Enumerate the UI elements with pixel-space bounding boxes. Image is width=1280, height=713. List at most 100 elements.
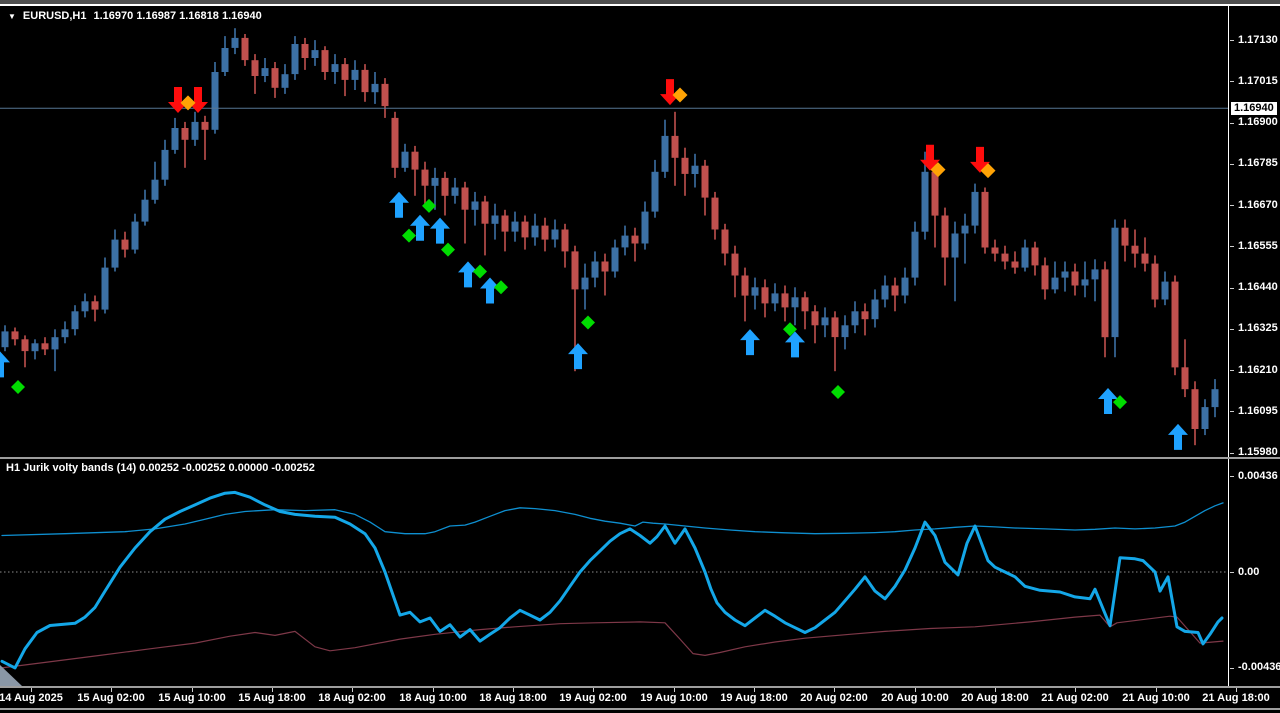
ohlc-values: 1.16970 1.16987 1.16818 1.16940 xyxy=(93,10,262,22)
time-label: 20 Aug 18:00 xyxy=(961,692,1029,704)
bull-candle xyxy=(191,111,199,146)
bull-candle xyxy=(871,289,879,328)
time-axis-tick xyxy=(1236,688,1237,692)
bull-candle xyxy=(1161,271,1169,306)
time-axis-tick xyxy=(272,688,273,692)
bull-candle xyxy=(331,54,339,84)
bull-candle xyxy=(61,321,69,344)
sell-arrow-icon xyxy=(168,87,188,114)
price-axis-tick xyxy=(1230,40,1234,41)
bear-candle xyxy=(241,34,249,66)
time-label: 15 Aug 10:00 xyxy=(158,692,226,704)
bull-candle xyxy=(131,213,139,254)
bull-candle xyxy=(1201,399,1209,436)
orange-diamond-icon xyxy=(930,162,946,178)
bull-candle xyxy=(1081,261,1089,298)
bull-candle xyxy=(471,191,479,226)
bull-candle xyxy=(751,277,759,310)
bull-candle xyxy=(1061,261,1069,292)
bull-candle xyxy=(1111,219,1119,358)
time-label: 21 Aug 18:00 xyxy=(1202,692,1270,704)
bull-candle xyxy=(581,263,589,310)
bear-candle xyxy=(561,223,569,268)
chevron-down-icon: ▼ xyxy=(8,11,16,21)
current-price-badge: 1.16940 xyxy=(1231,102,1277,115)
bear-candle xyxy=(441,171,449,216)
bear-candle xyxy=(271,62,279,98)
time-label: 15 Aug 18:00 xyxy=(238,692,306,704)
panel-separator-bottom[interactable] xyxy=(0,686,1280,688)
time-axis-tick xyxy=(674,688,675,692)
bull-candle xyxy=(691,153,699,188)
bear-candle xyxy=(1011,251,1019,274)
bull-candle xyxy=(901,267,909,304)
indicator-plot[interactable] xyxy=(0,459,1228,686)
bull-candle xyxy=(51,329,59,372)
buy-arrow-icon xyxy=(568,343,588,370)
bear-candle xyxy=(1171,275,1179,376)
price-axis[interactable]: 1.17130 1.17015 1.16900 1.16785 1.16670 1.165… xyxy=(1228,6,1280,458)
time-axis-tick xyxy=(1156,688,1157,692)
bull-candle xyxy=(651,159,659,218)
bull-candle xyxy=(111,229,119,272)
pane-corner-handle-icon xyxy=(0,665,22,686)
jurik-main-line xyxy=(0,490,1224,670)
candlestick-plot[interactable] xyxy=(0,6,1228,457)
buy-arrow-icon xyxy=(1168,423,1188,450)
bear-candle xyxy=(981,187,989,254)
bear-candle xyxy=(991,239,999,262)
bear-candle xyxy=(781,285,789,322)
price-label: 1.17015 xyxy=(1238,75,1278,87)
time-label: 20 Aug 02:00 xyxy=(800,692,868,704)
time-axis-tick xyxy=(754,688,755,692)
bear-candle xyxy=(891,277,899,312)
bull-candle xyxy=(821,307,829,338)
bull-candle xyxy=(491,203,499,240)
price-axis-tick xyxy=(1230,453,1234,454)
price-label: 1.16785 xyxy=(1238,157,1278,169)
indicator-axis[interactable]: 0.00436 0.00 -0.00436 xyxy=(1228,459,1280,686)
price-axis-tick xyxy=(1230,329,1234,330)
bear-candle xyxy=(461,181,469,244)
price-label: 1.16670 xyxy=(1238,199,1278,211)
bull-candle xyxy=(351,60,359,90)
sell-arrow-icon xyxy=(660,79,680,106)
bull-candle xyxy=(791,287,799,326)
bear-candle xyxy=(501,209,509,252)
orange-diamond-icon xyxy=(180,95,196,111)
bear-candle xyxy=(801,291,809,330)
main-chart[interactable]: ▼ EURUSD,H1 1.16970 1.16987 1.16818 1.16… xyxy=(0,6,1228,457)
time-axis[interactable]: 14 Aug 2025 15 Aug 02:00 15 Aug 10:00 15 Au… xyxy=(0,688,1280,708)
bear-candle xyxy=(601,253,609,296)
buy-arrow-icon xyxy=(740,329,760,356)
time-axis-tick xyxy=(192,688,193,692)
bull-candle xyxy=(921,151,929,240)
bull-candle xyxy=(311,40,319,66)
bull-candle xyxy=(531,213,539,246)
bull-candle xyxy=(261,58,269,83)
buy-arrow-icon xyxy=(1098,388,1118,415)
bear-candle xyxy=(1031,241,1039,276)
buy-arrow-icon xyxy=(410,214,430,241)
bear-candle xyxy=(381,78,389,118)
bull-candle xyxy=(171,117,179,154)
panel-separator[interactable] xyxy=(0,457,1280,459)
bear-candle xyxy=(411,145,419,196)
buy-arrow-icon xyxy=(430,217,450,244)
green-diamond-icon xyxy=(11,380,25,395)
time-axis-tick xyxy=(995,688,996,692)
bull-candle xyxy=(1211,379,1219,418)
price-axis-tick xyxy=(1230,288,1234,289)
bear-candle xyxy=(361,64,369,102)
bull-candle xyxy=(841,315,849,350)
buy-arrow-icon xyxy=(389,191,409,218)
bear-candle xyxy=(721,223,729,266)
green-diamond-icon xyxy=(1113,395,1127,410)
time-label: 19 Aug 02:00 xyxy=(559,692,627,704)
indicator-panel[interactable]: H1 Jurik volty bands (14) 0.00252 -0.002… xyxy=(0,459,1228,686)
bull-candle xyxy=(221,36,229,76)
bear-candle xyxy=(1141,237,1149,272)
jurik-upper-band-line xyxy=(1,502,1224,537)
green-diamond-icon xyxy=(473,264,487,279)
